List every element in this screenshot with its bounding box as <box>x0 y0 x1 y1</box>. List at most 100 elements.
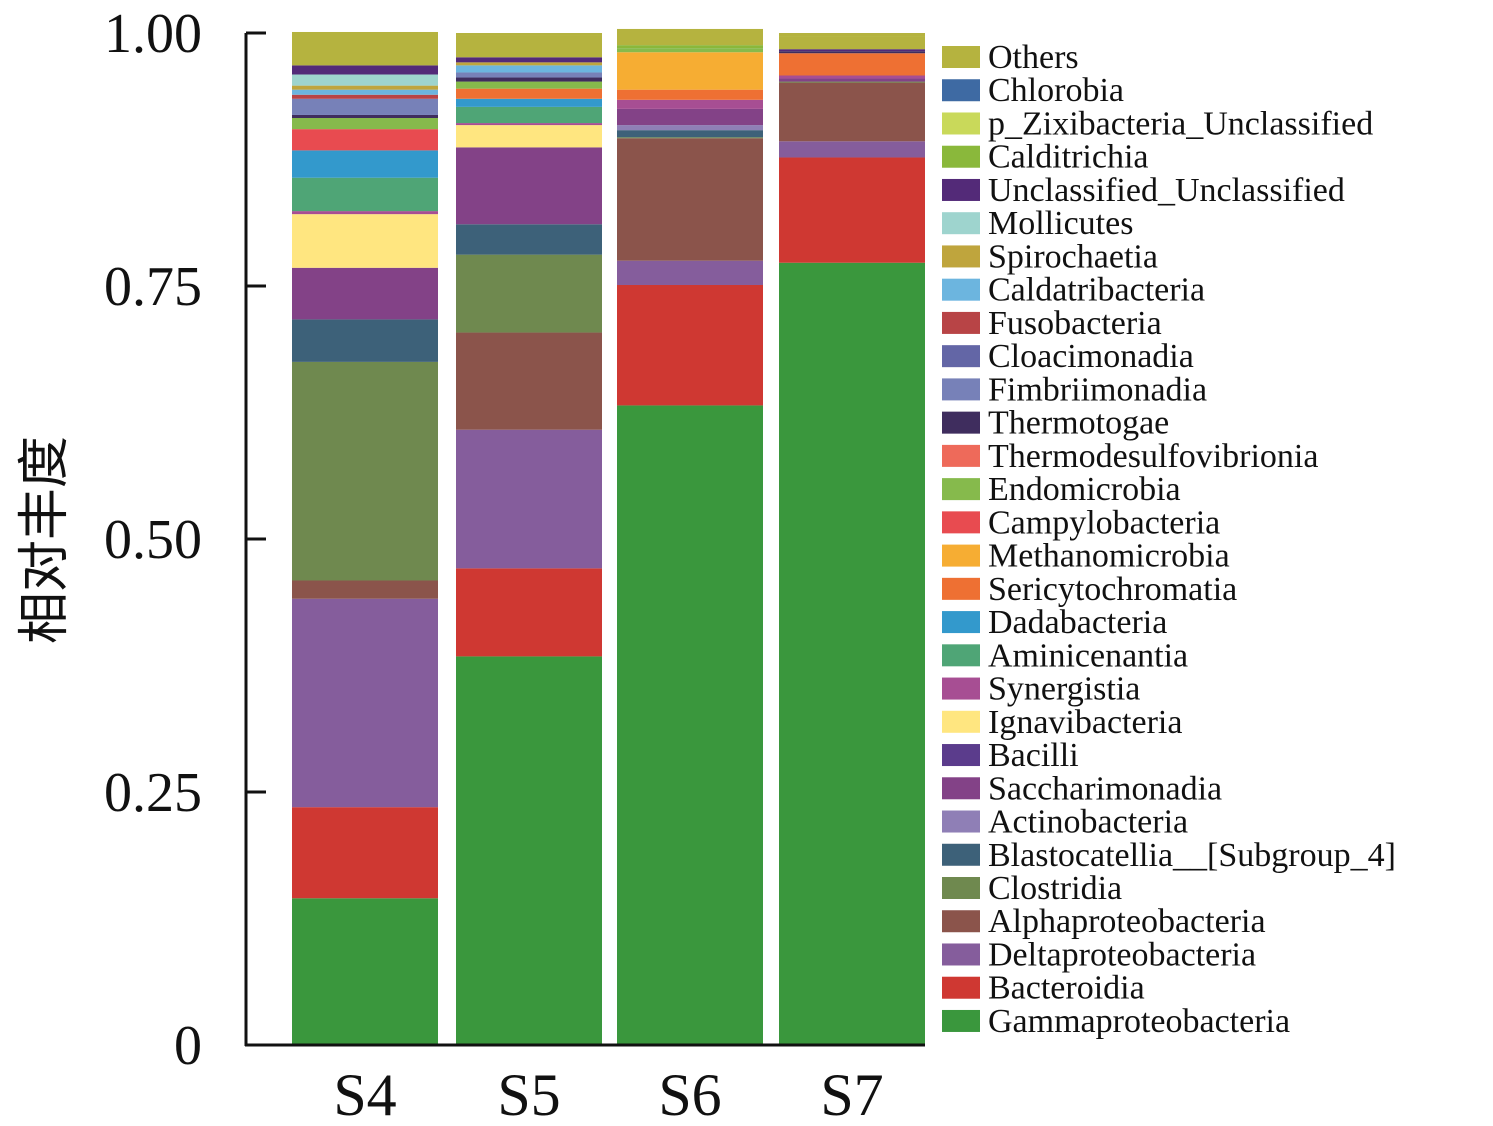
bar-segment-s4-alphaproteobacteria <box>292 580 438 599</box>
legend-label: Actinobacteria <box>988 804 1188 841</box>
legend-label: Fimbriimonadia <box>988 371 1207 408</box>
legend-item-thermodesulfovibrionia: Thermodesulfovibrionia <box>942 438 1318 475</box>
legend-item-p-zixibacteria-unclassified: p_Zixibacteria_Unclassified <box>942 105 1373 142</box>
bar-segment-s6-endomicrobia <box>617 48 763 53</box>
bar-segment-s6-calditrichia <box>617 45 763 49</box>
legend-item-deltaproteobacteria: Deltaproteobacteria <box>942 936 1256 973</box>
x-tick-label: S4 <box>333 1062 396 1126</box>
legend-label: Cloacimonadia <box>988 338 1194 375</box>
legend-item-dadabacteria: Dadabacteria <box>942 604 1167 641</box>
legend-item-methanomicrobia: Methanomicrobia <box>942 538 1230 575</box>
bar-segment-s6-clostridia <box>617 137 763 139</box>
legend-swatch <box>942 910 980 933</box>
bar-segment-s5-remainder <box>456 33 602 36</box>
legend-item-endomicrobia: Endomicrobia <box>942 471 1181 508</box>
bar-segment-s4-caldatribacteria <box>292 89 438 95</box>
legend-swatch <box>942 843 980 866</box>
legend-item-blastocatellia-subgroup-4: Blastocatellia__[Subgroup_4] <box>942 837 1396 874</box>
y-axis-title: 相对丰度 <box>15 436 75 644</box>
bar-segment-s5-dadabacteria <box>456 98 602 107</box>
legend-swatch <box>942 744 980 767</box>
bar-segment-s5-thermotogae <box>456 77 602 82</box>
legend-label: Bacilli <box>988 737 1079 774</box>
x-tick-label: S6 <box>658 1062 721 1126</box>
legend-label: Others <box>988 39 1079 76</box>
bar-s7 <box>779 33 925 1045</box>
bar-segment-s7-remainder <box>779 33 925 37</box>
bar-segment-s6-synergistia <box>617 99 763 109</box>
legend-item-actinobacteria: Actinobacteria <box>942 804 1188 841</box>
legend-item-caldatribacteria: Caldatribacteria <box>942 272 1205 309</box>
legend-swatch <box>942 478 980 501</box>
legend-item-unclassified-unclassified: Unclassified_Unclassified <box>942 172 1345 209</box>
legend-label: Chlorobia <box>988 72 1124 109</box>
bar-segment-s7-others <box>779 36 925 50</box>
legend-item-sericytochromatia: Sericytochromatia <box>942 571 1237 608</box>
legend-swatch <box>942 79 980 102</box>
bar-segment-s5-bacteroidia <box>456 568 602 657</box>
y-tick-label: 1.00 <box>104 3 202 65</box>
legend-item-calditrichia: Calditrichia <box>942 139 1149 176</box>
legend-swatch <box>942 877 980 899</box>
legend-item-synergistia: Synergistia <box>942 671 1140 708</box>
bar-segment-s6-methanomicrobia <box>617 52 763 90</box>
x-labels-group: S4 S5 S6 S7 <box>333 1062 883 1126</box>
legend-label: Bacteroidia <box>988 970 1145 1007</box>
legend-item-bacilli: Bacilli <box>942 737 1079 774</box>
legend-label: Synergistia <box>988 671 1140 708</box>
legend-label: Spirochaetia <box>988 238 1158 275</box>
bar-segment-s4-aminicenantia <box>292 177 438 212</box>
bar-segment-s5-synergistia <box>456 123 602 126</box>
bar-segment-s4-gammaproteobacteria <box>292 898 438 1045</box>
legend-item-cloacimonadia: Cloacimonadia <box>942 338 1194 375</box>
legend-label: p_Zixibacteria_Unclassified <box>988 105 1373 142</box>
bar-segment-s5-sericytochromatia <box>456 88 602 99</box>
bar-segment-s6-deltaproteobacteria <box>617 260 763 285</box>
legend-swatch <box>942 1009 980 1032</box>
bar-segment-s7-deltaproteobacteria <box>779 141 925 158</box>
legend-item-fimbriimonadia: Fimbriimonadia <box>942 371 1207 408</box>
bar-segment-s5-unclassified-unclassified <box>456 57 602 63</box>
bar-segment-s4-spirochaetia <box>292 85 438 90</box>
legend-item-thermotogae: Thermotogae <box>942 405 1169 442</box>
bar-segment-s4-thermotogae <box>292 114 438 119</box>
legend-label: Saccharimonadia <box>988 770 1222 807</box>
legend-swatch <box>942 112 980 135</box>
bar-segment-s5-ignavibacteria <box>456 125 602 148</box>
legend-label: Dadabacteria <box>988 604 1167 641</box>
bar-segment-s4-dadabacteria <box>292 150 438 178</box>
bar-segment-s4-saccharimonadia <box>292 267 438 320</box>
bar-segment-s7-clostridia <box>779 81 925 83</box>
bar-segment-s4-bacteroidia <box>292 807 438 899</box>
bar-segment-s4-endomicrobia <box>292 118 438 130</box>
legend-swatch <box>942 677 980 700</box>
legend-item-gammaproteobacteria: Gammaproteobacteria <box>942 1003 1290 1040</box>
legend-label: Ignavibacteria <box>988 704 1182 741</box>
bar-segment-s4-deltaproteobacteria <box>292 598 438 808</box>
legend-swatch <box>942 544 980 567</box>
bar-segment-s7-bacteroidia <box>779 157 925 263</box>
bar-segment-s6-others <box>617 28 763 46</box>
x-tick-label: S7 <box>820 1062 883 1126</box>
bar-segment-s6-saccharimonadia <box>617 108 763 126</box>
legend-label: Alphaproteobacteria <box>988 903 1266 940</box>
legend-swatch <box>942 644 980 667</box>
legend-item-saccharimonadia: Saccharimonadia <box>942 770 1222 807</box>
bar-segment-s4-ignavibacteria <box>292 214 438 268</box>
bar-segment-s5-others <box>456 35 602 58</box>
bar-segment-s5-spirochaetia <box>456 62 602 66</box>
bar-segment-s5-caldatribacteria <box>456 65 602 73</box>
legend-swatch <box>942 611 980 634</box>
bar-segment-s4-others <box>292 31 438 66</box>
y-tick-label: 0.25 <box>104 762 202 824</box>
bar-segment-s7-thermotogae <box>779 51 925 54</box>
bars-group <box>292 28 925 1045</box>
legend-item-spirochaetia: Spirochaetia <box>942 238 1158 275</box>
legend-label: Unclassified_Unclassified <box>988 172 1345 209</box>
legend-label: Caldatribacteria <box>988 272 1205 309</box>
bar-segment-s4-mollicutes <box>292 74 438 86</box>
legend-item-fusobacteria: Fusobacteria <box>942 305 1162 342</box>
legend-label: Clostridia <box>988 870 1122 907</box>
legend-label: Endomicrobia <box>988 471 1181 508</box>
legend-swatch <box>942 777 980 800</box>
